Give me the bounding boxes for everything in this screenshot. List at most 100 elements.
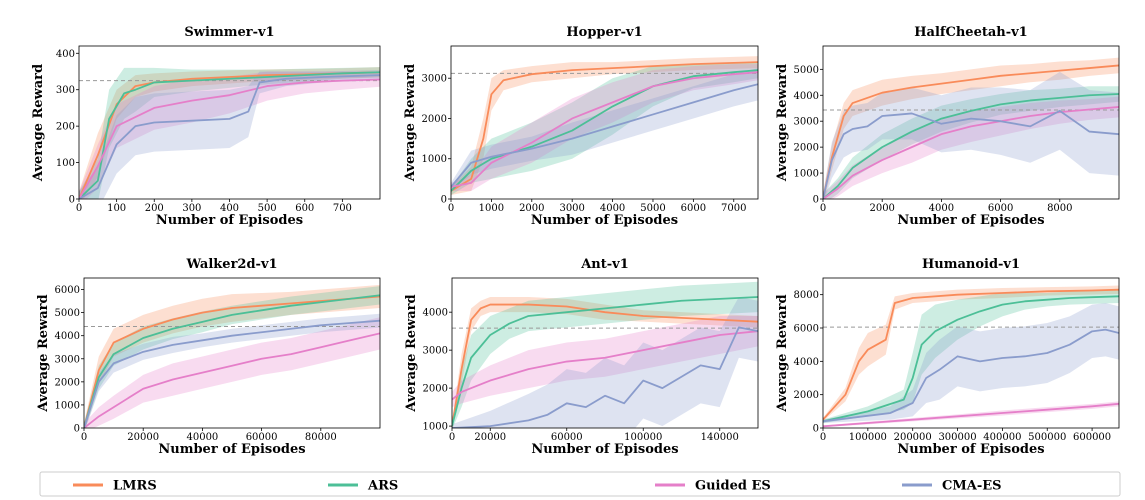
x-tick-label: 5000 [640,203,665,214]
y-axis-label: Average Reward [775,64,790,182]
x-tick-label: 4000 [600,203,625,214]
y-tick-label: 1000 [422,154,447,165]
legend-label: Guided ES [695,479,771,494]
y-tick-label: 1000 [55,400,80,411]
band-cma-es [79,70,380,199]
line-lmrs [451,61,758,192]
band-lmrs [452,296,758,428]
band-cma-es [84,313,380,428]
x-tick-label: 6000 [681,203,706,214]
y-tick-label: 0 [441,195,447,206]
x-tick-label: 2000 [869,203,894,214]
y-tick-label: 0 [813,195,819,206]
x-axis-label: Number of Episodes [531,213,678,228]
line-ars [823,295,1119,423]
x-tick-label: 140000 [701,432,739,443]
y-tick-label: 200 [56,122,75,133]
line-lmrs [823,288,1119,421]
line-cma-es [452,326,758,428]
y-tick-label: 5000 [794,65,819,76]
x-tick-label: 20000 [474,432,506,443]
plot-area [84,278,380,428]
plot-content [84,284,380,428]
chart-title: Swimmer-v1 [184,25,274,40]
legend-box [39,471,1121,497]
line-guided-es [823,106,1119,199]
chart-panel-2: 0 1000 2000 3000 4000 5000 6000 7000 0 1000 2000 30… [403,25,759,228]
plot-content [823,57,1119,199]
chart-panel-4: 0 20000 40000 60000 80000 0 1000 2000 3000 4000 50… [36,257,381,457]
y-axis-label: Average Reward [31,64,46,182]
plot-frame [822,277,1120,429]
line-guided-es [823,402,1119,428]
y-tick-label: 0 [69,195,75,206]
chart-panel-3: 0 2000 4000 6000 8000 0 1000 2000 3000 4000 5000 Ha… [775,25,1120,228]
y-axis-label: Average Reward [36,294,51,412]
line-ars [451,69,758,192]
legend-item-guided-es: Guided ES [655,479,771,494]
chart-title: Humanoid-v1 [922,257,1020,272]
x-tick-label: 700 [333,203,352,214]
x-tick-label: 0 [76,203,82,214]
x-axis-label: Number of Episodes [897,213,1044,228]
x-tick-label: 100000 [624,432,662,443]
y-tick-label: 3000 [423,346,448,357]
x-tick-label: 600000 [1073,432,1111,443]
legend-item-lmrs: LMRS [73,479,157,494]
x-tick-label: 60000 [246,432,278,443]
chart-panel-5: 0 20000 60000 100000 140000 1000 2000 3000 4000 A… [404,257,759,457]
band-ars [823,86,1119,199]
y-tick-label: 2000 [55,377,80,388]
y-tick-label: 6000 [55,285,80,296]
band-guided-es [451,64,758,191]
x-axis-label: Number of Episodes [156,213,303,228]
band-cma-es [452,296,758,428]
x-tick-label: 300 [182,203,201,214]
chart-title: HalfCheetah-v1 [914,25,1027,40]
x-tick-label: 0 [448,203,454,214]
plot-area [79,46,380,199]
chart-title: Ant-v1 [580,257,629,272]
y-tick-label: 2000 [423,384,448,395]
y-tick-label: 0 [74,424,80,435]
y-tick-label: 8000 [794,290,819,301]
x-tick-label: 300000 [938,432,976,443]
chart-panel-6: 0 100000 200000 300000 400000 500000 600000 0 20… [775,257,1120,457]
x-tick-label: 0 [820,432,826,443]
line-lmrs [452,303,758,427]
x-axis-label: Number of Episodes [531,442,678,457]
x-tick-label: 600 [295,203,314,214]
plot-frame [451,277,759,429]
y-tick-label: 4000 [423,308,448,319]
y-tick-label: 300 [56,85,75,96]
y-tick-label: 0 [813,424,819,435]
y-tick-label: 4000 [794,91,819,102]
plot-area [451,46,758,199]
y-tick-label: 400 [56,49,75,60]
x-tick-label: 100 [107,203,126,214]
x-tick-label: 0 [449,432,455,443]
line-guided-es [84,332,380,428]
y-tick-label: 3000 [55,354,80,365]
legend-item-ars: ARS [328,479,398,494]
y-tick-label: 2000 [794,143,819,154]
x-axis-label: Number of Episodes [897,442,1044,457]
y-tick-label: 2000 [422,114,447,125]
x-tick-label: 100000 [849,432,887,443]
line-cma-es [79,74,380,199]
y-tick-label: 1000 [794,169,819,180]
chart-title: Hopper-v1 [566,25,642,40]
line-lmrs [823,64,1119,199]
band-guided-es [823,96,1119,199]
line-guided-es [452,330,758,401]
plot-frame [450,45,759,200]
band-guided-es [452,315,758,408]
y-tick-label: 4000 [55,331,80,342]
y-tick-label: 2000 [794,390,819,401]
y-tick-label: 3000 [422,74,447,85]
band-lmrs [823,57,1119,199]
x-tick-label: 400000 [983,432,1021,443]
x-tick-label: 200000 [894,432,932,443]
band-ars [452,281,758,428]
